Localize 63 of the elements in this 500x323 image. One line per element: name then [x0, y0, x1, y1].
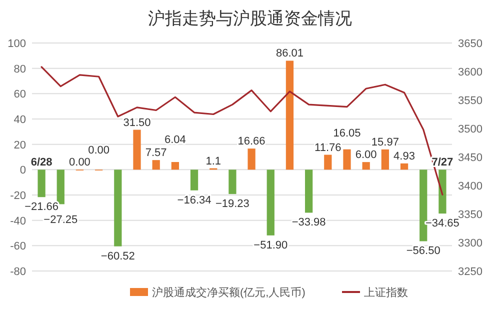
bar — [114, 170, 122, 246]
data-label: 7.57 — [145, 147, 167, 160]
y2-tick-label: 3400 — [458, 180, 482, 192]
bar — [56, 170, 64, 204]
y-tick-label: 60 — [14, 88, 26, 101]
bar — [400, 163, 408, 170]
data-label: 11.76 — [314, 142, 342, 154]
bar — [190, 170, 198, 190]
data-label: −21.66 — [24, 201, 59, 214]
data-label: −51.90 — [254, 239, 288, 252]
bar — [362, 162, 370, 170]
y2-tick-label: 3450 — [458, 152, 482, 164]
y2-tick-label: 3500 — [458, 124, 482, 136]
y2-tick-label: 3250 — [458, 266, 482, 278]
y2-tick-label: 3600 — [458, 66, 482, 78]
y-tick-label: 20 — [14, 139, 26, 152]
y-tick-label: 80 — [14, 63, 26, 76]
bar — [133, 130, 141, 170]
y2-tick-label: 3350 — [458, 209, 482, 221]
bar — [381, 149, 389, 170]
y2-tick-label: 3650 — [458, 38, 482, 50]
bar — [324, 154, 332, 170]
data-label: 16.66 — [238, 136, 266, 148]
x-tick-label: 6/28 — [30, 156, 52, 169]
bar — [38, 170, 46, 198]
y-tick-label: 100 — [8, 38, 26, 50]
data-label: 15.97 — [371, 136, 399, 148]
data-label: −19.23 — [215, 198, 250, 210]
bar — [305, 170, 313, 213]
data-label: −33.98 — [292, 216, 326, 229]
bar — [343, 149, 351, 170]
y2-tick-label: 3550 — [458, 95, 482, 107]
y-tick-label: 0 — [20, 164, 26, 177]
data-label: −60.52 — [100, 250, 135, 262]
data-label: −27.25 — [44, 214, 78, 226]
data-label: 16.05 — [333, 127, 361, 140]
data-label: 6.04 — [164, 134, 186, 146]
data-label: 0.00 — [69, 156, 90, 169]
data-label: −16.34 — [177, 194, 212, 206]
bar — [248, 148, 256, 170]
y-tick-label: -40 — [10, 215, 26, 228]
y-tick-label: -20 — [10, 190, 26, 202]
data-label: 31.50 — [123, 116, 151, 129]
bar — [152, 160, 160, 170]
bar — [420, 170, 428, 242]
data-label: 4.93 — [394, 150, 415, 162]
data-label: 1.1 — [206, 155, 222, 168]
bar — [228, 170, 236, 194]
data-label: −56.50 — [406, 245, 440, 258]
y2-tick-label: 3300 — [458, 238, 482, 250]
legend-label: 上证指数 — [364, 286, 408, 299]
bar — [266, 170, 274, 236]
legend-label: 沪股通成交净买额(亿元,人民币) — [152, 286, 306, 299]
data-label: 0.00 — [88, 144, 110, 157]
y-tick-label: 40 — [14, 114, 26, 126]
bar — [171, 162, 179, 170]
data-label: 86.01 — [276, 48, 304, 60]
y-tick-label: -80 — [10, 266, 26, 278]
title: 沪指走势与沪股通资金情况 — [148, 9, 352, 28]
y-tick-label: -60 — [10, 240, 26, 253]
data-label: 6.00 — [355, 149, 377, 162]
bar — [438, 170, 446, 214]
bar — [286, 60, 294, 170]
